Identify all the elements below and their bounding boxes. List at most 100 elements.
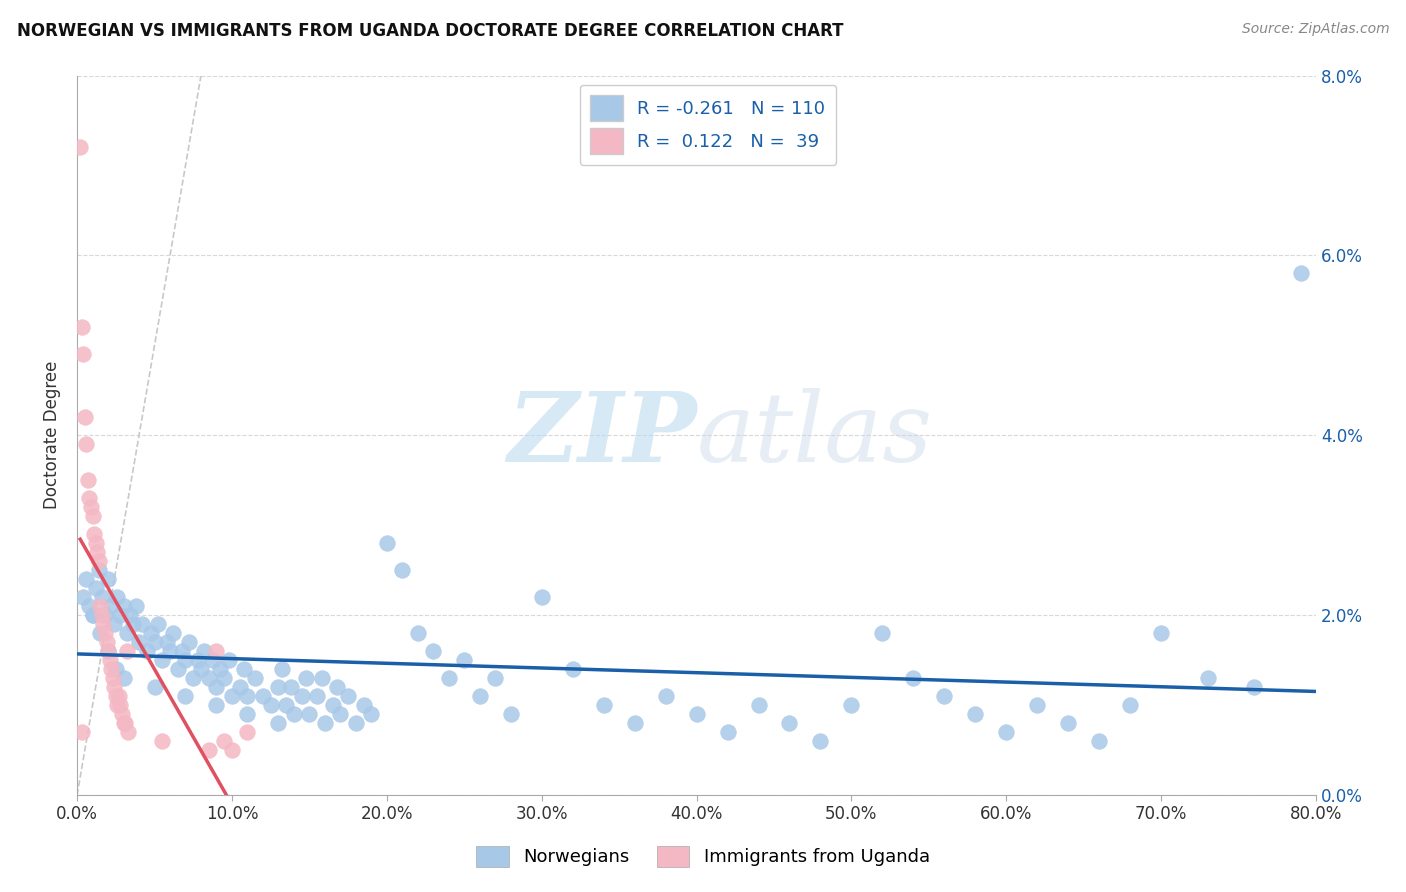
Point	[747, 698, 769, 712]
Point	[252, 689, 274, 703]
Point	[70, 725, 93, 739]
Point	[322, 698, 344, 712]
Point	[1289, 266, 1312, 280]
Legend: R = -0.261   N = 110, R =  0.122   N =  39: R = -0.261 N = 110, R = 0.122 N = 39	[579, 85, 837, 164]
Point	[96, 635, 118, 649]
Point	[110, 608, 132, 623]
Point	[221, 689, 243, 703]
Point	[110, 698, 132, 712]
Point	[391, 563, 413, 577]
Point	[337, 689, 360, 703]
Point	[82, 608, 104, 623]
Point	[94, 626, 117, 640]
Text: ZIP: ZIP	[508, 388, 696, 483]
Point	[311, 671, 333, 685]
Point	[87, 554, 110, 568]
Point	[190, 662, 212, 676]
Point	[82, 509, 104, 524]
Point	[89, 626, 111, 640]
Point	[260, 698, 283, 712]
Point	[82, 608, 104, 623]
Point	[422, 644, 444, 658]
Point	[89, 599, 111, 614]
Point	[131, 617, 153, 632]
Point	[118, 608, 141, 623]
Point	[115, 644, 138, 658]
Point	[87, 563, 110, 577]
Point	[97, 644, 120, 658]
Point	[181, 671, 204, 685]
Point	[112, 671, 135, 685]
Point	[1088, 734, 1111, 748]
Point	[197, 743, 219, 757]
Point	[172, 644, 194, 658]
Point	[326, 680, 349, 694]
Point	[146, 617, 169, 632]
Point	[111, 707, 134, 722]
Point	[218, 653, 240, 667]
Point	[530, 590, 553, 604]
Point	[72, 347, 94, 361]
Point	[375, 536, 398, 550]
Point	[592, 698, 614, 712]
Point	[233, 662, 256, 676]
Point	[353, 698, 375, 712]
Point	[283, 707, 305, 722]
Point	[202, 653, 225, 667]
Point	[103, 617, 125, 632]
Point	[97, 572, 120, 586]
Point	[561, 662, 583, 676]
Point	[177, 635, 200, 649]
Point	[93, 617, 115, 632]
Point	[228, 680, 250, 694]
Point	[84, 536, 107, 550]
Point	[128, 635, 150, 649]
Point	[174, 653, 197, 667]
Point	[1026, 698, 1049, 712]
Point	[83, 527, 105, 541]
Point	[79, 599, 101, 614]
Point	[685, 707, 707, 722]
Point	[841, 698, 863, 712]
Point	[86, 545, 108, 559]
Point	[208, 662, 231, 676]
Point	[779, 716, 801, 731]
Point	[623, 716, 645, 731]
Point	[236, 689, 259, 703]
Point	[1197, 671, 1219, 685]
Point	[468, 689, 491, 703]
Point	[276, 698, 298, 712]
Point	[654, 689, 676, 703]
Point	[1119, 698, 1142, 712]
Point	[94, 608, 117, 623]
Point	[307, 689, 329, 703]
Point	[267, 680, 290, 694]
Point	[112, 716, 135, 731]
Point	[329, 707, 352, 722]
Point	[406, 626, 429, 640]
Point	[69, 140, 91, 154]
Point	[1057, 716, 1080, 731]
Point	[291, 689, 314, 703]
Point	[135, 644, 157, 658]
Point	[360, 707, 382, 722]
Point	[84, 581, 107, 595]
Point	[205, 698, 228, 712]
Point	[453, 653, 475, 667]
Point	[125, 599, 148, 614]
Text: atlas: atlas	[696, 388, 932, 483]
Point	[70, 320, 93, 334]
Point	[143, 635, 166, 649]
Point	[114, 716, 136, 731]
Point	[193, 644, 215, 658]
Point	[205, 644, 228, 658]
Point	[205, 680, 228, 694]
Point	[267, 716, 290, 731]
Point	[314, 716, 336, 731]
Point	[270, 662, 292, 676]
Point	[1150, 626, 1173, 640]
Point	[100, 662, 122, 676]
Point	[112, 599, 135, 614]
Point	[1243, 680, 1265, 694]
Point	[236, 707, 259, 722]
